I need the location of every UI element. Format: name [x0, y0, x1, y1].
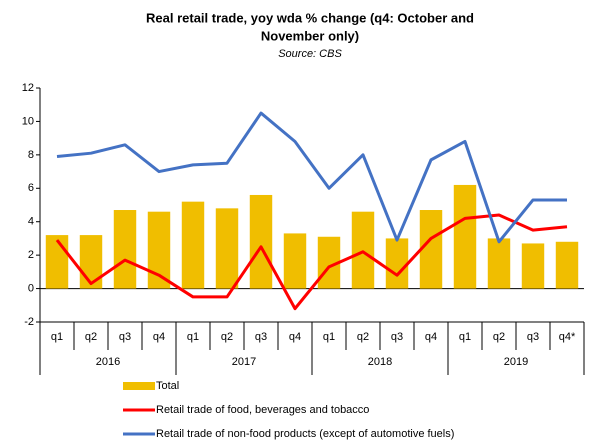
bar: [351, 211, 375, 289]
x-tick-label: q4*: [559, 331, 576, 343]
y-tick-label: 4: [28, 216, 34, 228]
legend-label: Retail trade of non-food products (excep…: [156, 428, 454, 440]
y-tick-label: 6: [28, 182, 34, 194]
legend-label: Retail trade of food, beverages and toba…: [156, 404, 369, 416]
x-tick-label: q2: [493, 331, 505, 343]
bar: [487, 238, 511, 289]
y-tick-label: -2: [24, 316, 34, 328]
y-tick-label: 10: [22, 115, 34, 127]
x-tick-label: q1: [323, 331, 335, 343]
bar: [419, 210, 443, 289]
line: [56, 111, 567, 244]
bar: [521, 243, 545, 289]
bar: [215, 208, 239, 289]
x-tick-label: q4: [153, 331, 165, 343]
legend-label: Total: [156, 380, 179, 392]
bar: [249, 194, 273, 289]
x-tick-label: q3: [391, 331, 403, 343]
y-tick-label: 2: [28, 249, 34, 261]
bar: [555, 241, 579, 289]
y-tick-label: 0: [28, 282, 34, 294]
bar: [45, 235, 69, 289]
x-tick-label: q1: [51, 331, 63, 343]
bar: [385, 238, 409, 289]
x-tick-label: q3: [255, 331, 267, 343]
chart-title: November only): [261, 28, 359, 43]
chart-subtitle: Source: CBS: [278, 48, 342, 60]
x-tick-label: q2: [85, 331, 97, 343]
bar: [113, 210, 137, 289]
y-tick-label: 12: [22, 82, 34, 94]
year-label: 2018: [368, 356, 392, 368]
year-label: 2016: [96, 356, 120, 368]
bar: [453, 184, 477, 289]
x-tick-label: q1: [187, 331, 199, 343]
x-tick-label: q1: [459, 331, 471, 343]
bar: [79, 235, 103, 289]
line: [55, 213, 568, 311]
bar: [147, 211, 171, 289]
x-tick-label: q3: [527, 331, 539, 343]
y-tick-label: 8: [28, 149, 34, 161]
chart-title: Real retail trade, yoy wda % change (q4:…: [146, 10, 474, 25]
x-tick-label: q3: [119, 331, 131, 343]
year-label: 2019: [504, 356, 528, 368]
x-tick-label: q4: [425, 331, 437, 343]
year-label: 2017: [232, 356, 256, 368]
bar: [181, 201, 205, 289]
x-tick-label: q2: [221, 331, 233, 343]
x-tick-label: q4: [289, 331, 301, 343]
bar: [283, 233, 307, 289]
x-tick-label: q2: [357, 331, 369, 343]
legend-swatch: [123, 382, 155, 390]
